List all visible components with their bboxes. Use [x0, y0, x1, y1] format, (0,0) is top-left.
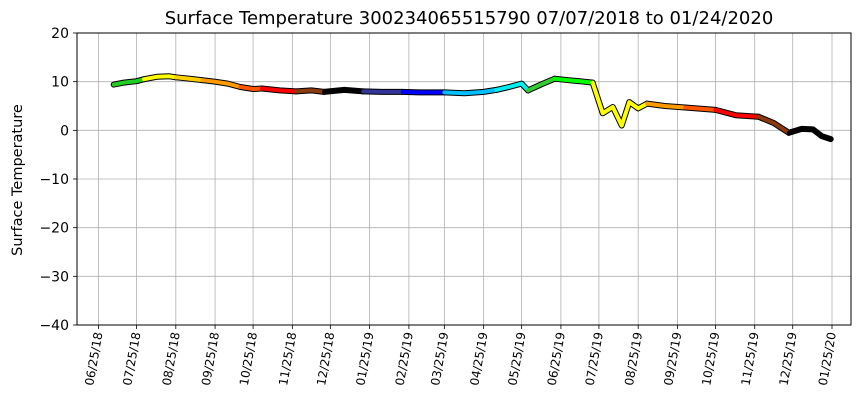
series-line: [294, 88, 326, 94]
series-line: [590, 80, 649, 128]
y-tick-label: −30: [39, 269, 69, 285]
series-line: [645, 101, 688, 110]
series-line: [552, 76, 595, 85]
y-tick-label: 0: [60, 123, 69, 139]
y-tick-label: −40: [39, 318, 69, 334]
series-line: [259, 86, 299, 94]
series-line: [683, 105, 718, 112]
series-line: [494, 81, 530, 93]
y-axis-label: Surface Temperature: [10, 104, 26, 256]
series-line: [200, 78, 243, 89]
y-tick-label: −20: [39, 221, 69, 237]
y-axis: 20 10 0 −10 −20 −30 −40: [39, 26, 77, 334]
series-line: [322, 87, 366, 94]
series-line: [526, 76, 557, 93]
data-series: [110, 73, 834, 143]
series-line: [756, 114, 791, 135]
series-line: [442, 87, 499, 96]
series-line: [713, 107, 761, 119]
series-line: [238, 85, 264, 91]
series-line: [400, 89, 447, 95]
y-tick-label: 10: [51, 75, 69, 91]
chart-title: Surface Temperature 300234065515790 07/0…: [165, 8, 774, 29]
y-tick-label: −10: [39, 172, 69, 188]
series-line: [111, 77, 147, 87]
y-tick-label: 20: [51, 26, 69, 42]
series-line: [142, 74, 178, 82]
series-line: [786, 126, 833, 142]
series-line: [361, 89, 405, 94]
series-line: [173, 75, 205, 83]
